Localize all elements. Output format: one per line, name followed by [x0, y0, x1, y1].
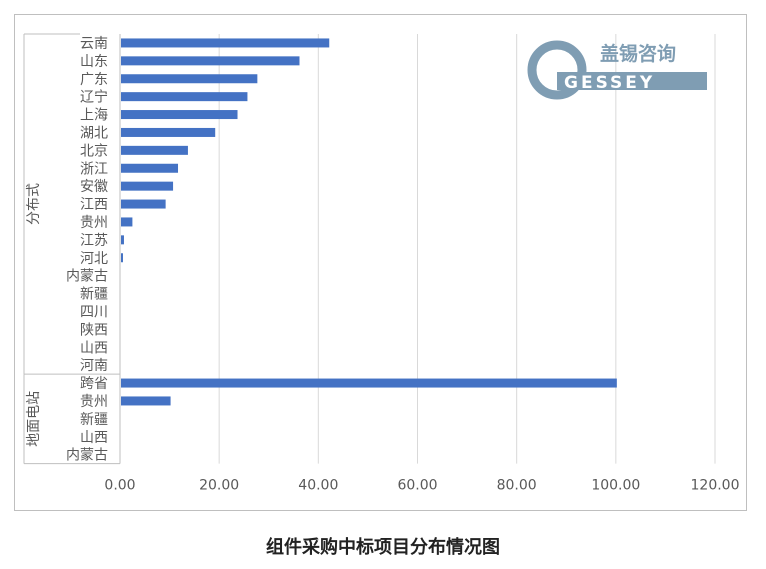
x-tick-label: 100.00 [591, 478, 640, 494]
bar [121, 145, 188, 155]
bar-chart: 0.00 20.00 40.00 60.00 80.00 100.00 120.00 云南山东… [23, 33, 740, 494]
logo-g-icon [527, 40, 587, 100]
bar [121, 396, 171, 406]
category-label: 广东 [80, 72, 108, 88]
bar [121, 181, 174, 191]
category-label: 北京 [80, 143, 108, 159]
logo-cn-text: 盖锡咨询 [600, 42, 676, 65]
chart-caption: 组件采购中标项目分布情况图 [266, 537, 500, 558]
category-label: 四川 [80, 304, 108, 320]
bar [121, 217, 133, 227]
bar [121, 74, 258, 84]
logo-banner [557, 72, 707, 90]
bar [121, 127, 216, 137]
category-label: 浙江 [80, 161, 108, 177]
category-label: 江苏 [80, 233, 108, 249]
category-label: 辽宁 [80, 89, 108, 106]
x-tick-label: 80.00 [497, 478, 537, 494]
bar [121, 378, 617, 388]
bar [121, 56, 300, 66]
x-tick-label: 120.00 [691, 478, 740, 494]
category-label: 陕西 [80, 322, 108, 338]
category-label: 山西 [80, 430, 108, 446]
category-label: 山东 [80, 54, 108, 70]
category-label: 内蒙古 [66, 448, 108, 464]
x-tick-label: 60.00 [397, 478, 437, 494]
category-label: 贵州 [80, 215, 108, 231]
category-label: 新疆 [80, 412, 108, 428]
bar [121, 110, 238, 120]
category-label: 新疆 [80, 287, 108, 303]
category-label: 山西 [80, 340, 108, 356]
group-label: 地面电站 [26, 391, 42, 447]
bar [121, 199, 166, 209]
category-label: 河南 [80, 358, 108, 374]
x-tick-label: 0.00 [104, 478, 135, 494]
x-tick-label: 20.00 [199, 478, 239, 494]
category-label: 安徽 [80, 179, 108, 195]
category-label: 内蒙古 [66, 269, 108, 285]
bar [121, 235, 124, 245]
group-label: 分布式 [26, 183, 42, 225]
category-label: 贵州 [80, 394, 108, 410]
category-label: 云南 [80, 36, 108, 52]
bar [121, 92, 248, 102]
category-label: 跨省 [80, 376, 108, 392]
bar [121, 163, 179, 173]
bar [121, 38, 330, 48]
x-tick-label: 40.00 [298, 478, 338, 494]
logo-en-text: GESSEY [564, 73, 655, 93]
bar [121, 253, 123, 263]
category-label: 湖北 [80, 125, 108, 141]
category-label: 河北 [80, 251, 108, 267]
category-label: 上海 [80, 108, 108, 124]
category-label: 江西 [80, 197, 108, 213]
